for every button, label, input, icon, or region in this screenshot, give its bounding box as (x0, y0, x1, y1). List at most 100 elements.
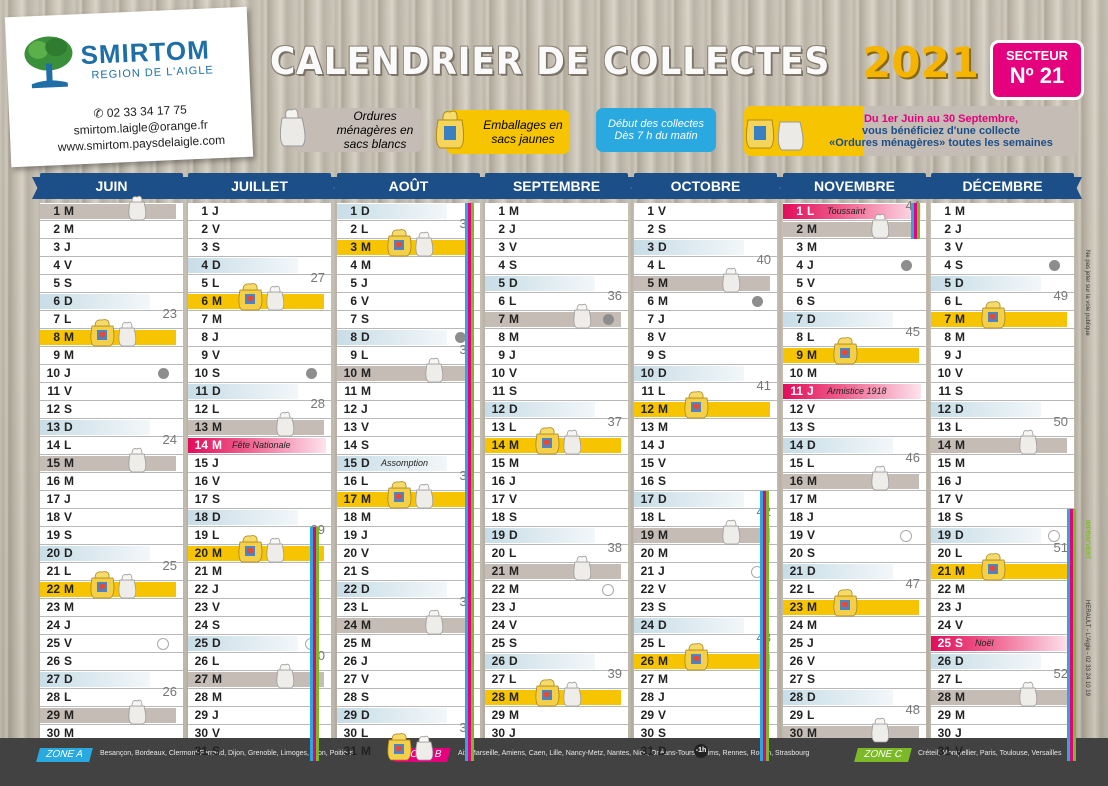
day-band (485, 654, 595, 669)
weekday-letter: L (807, 456, 815, 470)
day-number: 14 (343, 438, 357, 452)
day-number: 30 (640, 726, 654, 740)
day-row: 26 J (337, 653, 480, 671)
day-number: 24 (46, 618, 60, 632)
day-row: 19 S (40, 527, 183, 545)
day-number: 18 (789, 510, 803, 524)
weekday-letter: L (212, 402, 220, 416)
day-row: 21 M (931, 553, 1074, 581)
weekday-letter: M (361, 492, 371, 506)
day-row: 14 J (634, 437, 777, 455)
day-number: 2 (350, 222, 357, 236)
day-band (40, 204, 176, 219)
weekday-letter: L (64, 690, 72, 704)
day-number: 27 (343, 672, 357, 686)
day-number: 14 (640, 438, 654, 452)
day-number: 20 (640, 546, 654, 560)
new-moon-icon (306, 368, 317, 379)
day-band (40, 708, 176, 723)
day-row: 15 M (931, 455, 1074, 473)
day-row: 29 L 48 (783, 702, 926, 725)
weekday-letter: S (658, 600, 667, 614)
day-row: 19 M (634, 519, 777, 545)
weekday-letter: S (361, 564, 370, 578)
day-band (40, 294, 150, 309)
weekday-letter: J (658, 438, 665, 452)
weekday-letter: M (212, 294, 222, 308)
day-number: 5 (796, 276, 803, 290)
week-number: 52 (1053, 666, 1068, 681)
day-row: 13 M (188, 411, 331, 437)
weekday-letter: S (658, 222, 667, 236)
day-number: 14 (789, 438, 803, 452)
day-number: 19 (640, 528, 654, 542)
day-row: 24 D (634, 617, 777, 635)
weekday-letter: S (361, 438, 370, 452)
day-number: 7 (53, 312, 60, 326)
day-band (634, 276, 770, 291)
weekday-letter: L (658, 258, 666, 272)
weekday-letter: J (509, 474, 516, 488)
day-row: 26 D (485, 653, 628, 671)
new-moon-icon (455, 332, 466, 343)
weekday-letter: D (658, 744, 667, 758)
day-number: 4 (350, 258, 357, 272)
day-number: 29 (194, 708, 208, 722)
day-number: 20 (343, 546, 357, 560)
day-number: 25 (640, 636, 654, 650)
white-bag-icon (867, 211, 893, 239)
day-band (485, 564, 621, 579)
day-row: 10 S (188, 365, 331, 383)
day-number: 31 (343, 744, 357, 758)
weekday-letter: S (212, 492, 221, 506)
weekday-letter: L (807, 582, 815, 596)
day-row: 20 M (188, 535, 331, 563)
day-number: 16 (640, 474, 654, 488)
day-row: 25 M (337, 635, 480, 653)
day-band (485, 402, 595, 417)
day-row: 22 M (931, 581, 1074, 599)
day-number: 16 (46, 474, 60, 488)
weekday-letter: M (64, 708, 74, 722)
week-number: 46 (905, 450, 920, 465)
day-row: 26 S (40, 653, 183, 671)
weekday-letter: S (658, 726, 667, 740)
side-notice: Ne pas jeter sur la voie publique (1084, 250, 1090, 336)
day-number: 6 (796, 294, 803, 308)
day-number: 10 (640, 366, 654, 380)
day-row: 9L32 (337, 342, 480, 365)
day-number: 4 (647, 258, 654, 272)
day-row: 22 V (634, 581, 777, 599)
weekday-letter: M (658, 528, 668, 542)
day-number: 22 (937, 582, 951, 596)
school-holiday-bar (760, 491, 763, 761)
yellow-bag-icon (385, 479, 415, 509)
week-number: 41 (756, 378, 771, 393)
day-row: 30 M (783, 717, 926, 743)
weekday-letter: V (658, 708, 667, 722)
weekday-letter: S (64, 276, 73, 290)
white-bag-icon (124, 193, 150, 221)
day-row: 10 V (931, 365, 1074, 383)
legend-emb-text: Emballages en sacs jaunes (483, 118, 563, 146)
year: 2021 (862, 38, 979, 87)
weekday-letter: S (361, 690, 370, 704)
new-moon-icon (158, 368, 169, 379)
weekday-letter: M (807, 240, 817, 254)
tree-logo-icon (24, 36, 73, 89)
day-row: 25 J (783, 635, 926, 653)
weekday-letter: M (361, 366, 371, 380)
month-body: 1D2L313M4M5J6V7S8D9L3210M11M12J13V14S15D… (337, 203, 480, 761)
day-number: 31 (937, 744, 951, 758)
day-number: 7 (944, 312, 951, 326)
day-number: 14 (937, 438, 951, 452)
week-number: 26 (162, 684, 177, 699)
day-band (188, 672, 324, 687)
